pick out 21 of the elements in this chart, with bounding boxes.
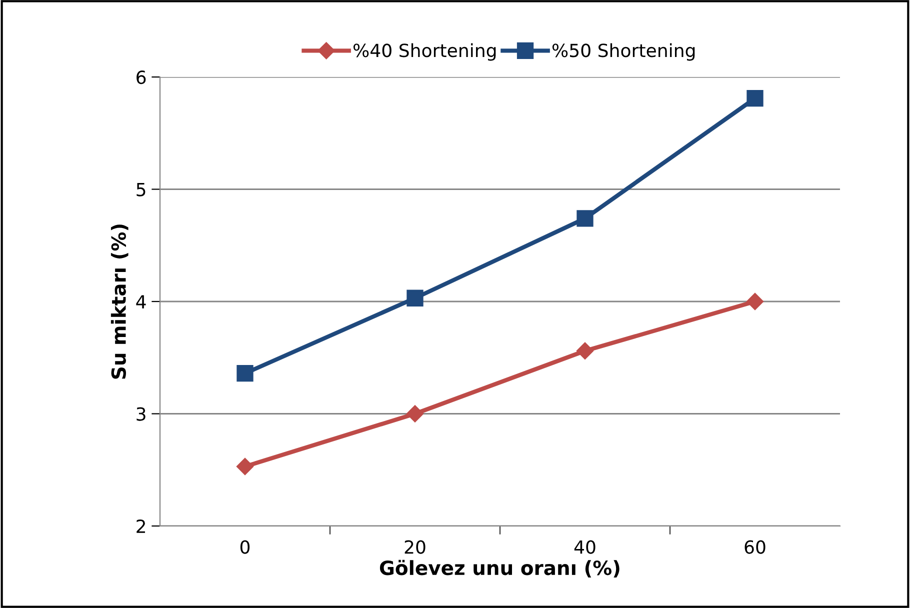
- x-tick-label: 0: [240, 540, 250, 554]
- x-tick-label: 40: [574, 540, 596, 554]
- point: [746, 292, 764, 310]
- point: [236, 365, 254, 382]
- y-tick-label: 6: [136, 70, 146, 84]
- x-tick-label: 20: [404, 540, 426, 554]
- y-axis-title: Su miktarı (%): [110, 224, 128, 379]
- y-tick-label: 3: [136, 407, 146, 421]
- point: [576, 210, 594, 227]
- legend-label: %40 Shortening: [353, 43, 496, 61]
- x-tick-label: 60: [744, 540, 766, 554]
- x-axis-title: Gölevez unu oranı (%): [380, 560, 620, 578]
- y-tick-label: 5: [136, 182, 146, 196]
- point: [236, 458, 254, 476]
- legend-label: %50 Shortening: [552, 43, 695, 61]
- point: [576, 342, 594, 360]
- point: [406, 405, 424, 422]
- point: [746, 90, 764, 107]
- point: [406, 290, 424, 306]
- y-tick-label: 2: [136, 519, 145, 533]
- y-tick-label: 4: [136, 295, 146, 308]
